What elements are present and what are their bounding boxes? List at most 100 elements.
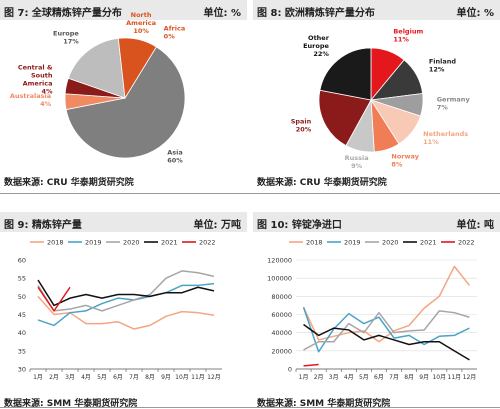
pie-slice-spain — [318, 89, 372, 147]
series-line-2020 — [37, 270, 215, 312]
x-tick-label: 12月 — [463, 374, 477, 381]
divider — [0, 407, 500, 408]
x-tick-label: 10月 — [432, 374, 446, 381]
svg-text:2018: 2018 — [47, 239, 64, 247]
x-tick-label: 2月 — [314, 374, 324, 381]
x-tick-label: 7月 — [389, 374, 399, 381]
series-line-2019 — [302, 306, 470, 353]
panel-header: 图 9: 精炼锌产量 单位: 万吨 — [0, 212, 247, 232]
pie-label-belgium: Belgium 11% — [393, 27, 423, 43]
panel-unit: 单位: 吨 — [456, 220, 494, 231]
legend-item-2018: 2018 — [289, 239, 323, 247]
y-tick-label: 60 — [18, 257, 26, 265]
pie-slice-other-europe — [319, 47, 372, 101]
svg-text:2021: 2021 — [161, 239, 178, 247]
legend-item-2019: 2019 — [68, 239, 102, 247]
legend-item-2019: 2019 — [327, 239, 361, 247]
pie-label-asia: Asia 60% — [167, 148, 183, 164]
pie-label-norway: Norway 8% — [391, 152, 419, 168]
series-line-2018 — [302, 265, 471, 343]
svg-text:2018: 2018 — [306, 239, 323, 247]
pie-label-europe: Europe 17% — [53, 30, 79, 46]
europe-pie-chart: Belgium 11% Finland 12% Germany 7% Netherlands… — [291, 27, 471, 170]
y-tick-label: 45 — [18, 311, 26, 319]
y-tick-label: 120000 — [267, 257, 292, 265]
net-import-line-chart: 2018 2019 2020 2021 2022 0 20000 40000 60000 8000… — [267, 239, 477, 381]
x-tick-label: 1月 — [33, 374, 43, 381]
panel-header: 图 7: 全球精炼锌产量分布 单位: % — [0, 0, 247, 20]
x-tick-label: 4月 — [344, 374, 354, 381]
y-tick-label: 40000 — [271, 329, 292, 337]
panel-title: 图 10: 锌锭净进口 — [257, 220, 342, 231]
x-tick-label: 4月 — [81, 374, 91, 381]
pie-label-africa: Africa 0% — [164, 24, 186, 40]
pie-label-north-america: North America 10% — [126, 11, 156, 35]
x-tick-label: 2月 — [49, 374, 59, 381]
panel-europe-pie: 图 8: 欧洲精炼锌产量分布 单位: % Belgium 11% Finland 12… — [253, 0, 500, 188]
legend-item-2020: 2020 — [106, 239, 140, 247]
x-tick-label: 8月 — [145, 374, 155, 381]
panel-title: 图 8: 欧洲精炼锌产量分布 — [257, 8, 375, 19]
x-tick-label: 5月 — [97, 374, 107, 381]
panel-source: 数据来源: SMM 华泰期货研究院 — [4, 399, 138, 409]
pie-label-other-europe: Other Europe 22% — [303, 34, 330, 58]
panel-unit: 单位: % — [456, 8, 495, 19]
panel-header: 图 10: 锌锭净进口 单位: 吨 — [253, 212, 500, 232]
y-tick-label: 50 — [18, 293, 26, 301]
x-tick-label: 11月 — [448, 374, 462, 381]
panel-import-line: 图 10: 锌锭净进口 单位: 吨 2018 2019 2020 2021 2022 0 2… — [253, 212, 500, 409]
y-tick-label: 55 — [18, 275, 26, 283]
x-tick-label: 3月 — [65, 374, 75, 381]
pie-slice-asia — [65, 46, 186, 159]
svg-text:2019: 2019 — [85, 239, 102, 247]
global-pie-chart: Asia 60% Australasia 4%Central & South Americ… — [10, 11, 186, 164]
y-tick-label: 80000 — [271, 293, 292, 301]
panel-source: 数据来源: CRU 华泰期货研究院 — [4, 178, 134, 188]
panel-title: 图 7: 全球精炼锌产量分布 — [4, 8, 122, 19]
legend-item-2022: 2022 — [441, 239, 475, 247]
svg-text:2021: 2021 — [420, 239, 437, 247]
x-tick-label: 1月 — [299, 374, 309, 381]
y-tick-label: 40 — [18, 329, 26, 337]
pie-label-central-south-america: Central & South America 4% — [18, 64, 53, 96]
x-tick-label: 11月 — [191, 374, 205, 381]
x-tick-label: 10月 — [175, 374, 189, 381]
x-tick-label: 12月 — [207, 374, 221, 381]
series-line-2022 — [37, 286, 71, 312]
svg-text:2022: 2022 — [199, 239, 216, 247]
pie-slice-europe — [67, 37, 126, 99]
legend-item-2020: 2020 — [365, 239, 399, 247]
y-tick-label: 20000 — [271, 347, 292, 355]
x-tick-label: 6月 — [374, 374, 384, 381]
y-tick-label: 60000 — [271, 311, 292, 319]
series-line-2021 — [37, 279, 215, 307]
panel-unit: 单位: 万吨 — [193, 220, 241, 231]
panel-global-pie: 图 7: 全球精炼锌产量分布 单位: % Asia 60% Australasia 4… — [0, 0, 247, 188]
pie-label-finland: Finland 12% — [429, 58, 457, 74]
panel-production-line: 图 9: 精炼锌产量 单位: 万吨 2018 2019 2020 2021 2022 30… — [0, 212, 247, 409]
panel-unit: 单位: % — [203, 8, 242, 19]
x-tick-label: 3月 — [329, 374, 339, 381]
x-tick-label: 8月 — [404, 374, 414, 381]
y-tick-label: 35 — [18, 347, 26, 355]
y-tick-label: 0 — [288, 366, 292, 374]
pie-slice-north-america — [117, 37, 157, 100]
pie-label-netherlands: Netherlands 11% — [423, 130, 468, 146]
x-tick-label: 6月 — [113, 374, 123, 381]
production-line-chart: 2018 2019 2020 2021 2022 30 35 40 45 50 55 60 1月 2月 3月… — [18, 239, 222, 381]
pie-label-russia: Russia 9% — [345, 154, 369, 170]
legend-item-2022: 2022 — [182, 239, 216, 247]
series-line-2018 — [37, 295, 215, 330]
divider — [0, 193, 500, 194]
series-line-2021 — [303, 323, 470, 361]
series-line-2019 — [37, 282, 215, 327]
pie-label-australasia: Australasia 4% — [10, 92, 52, 108]
svg-text:2020: 2020 — [123, 239, 140, 247]
panel-source: 数据来源: CRU 华泰期货研究院 — [257, 178, 387, 188]
svg-text:2020: 2020 — [382, 239, 399, 247]
svg-text:2019: 2019 — [344, 239, 361, 247]
legend-item-2021: 2021 — [144, 239, 178, 247]
panel-source: 数据来源: SMM 华泰期货研究院 — [257, 399, 391, 409]
y-tick-label: 100000 — [267, 275, 292, 283]
pie-label-germany: Germany 7% — [437, 96, 471, 112]
